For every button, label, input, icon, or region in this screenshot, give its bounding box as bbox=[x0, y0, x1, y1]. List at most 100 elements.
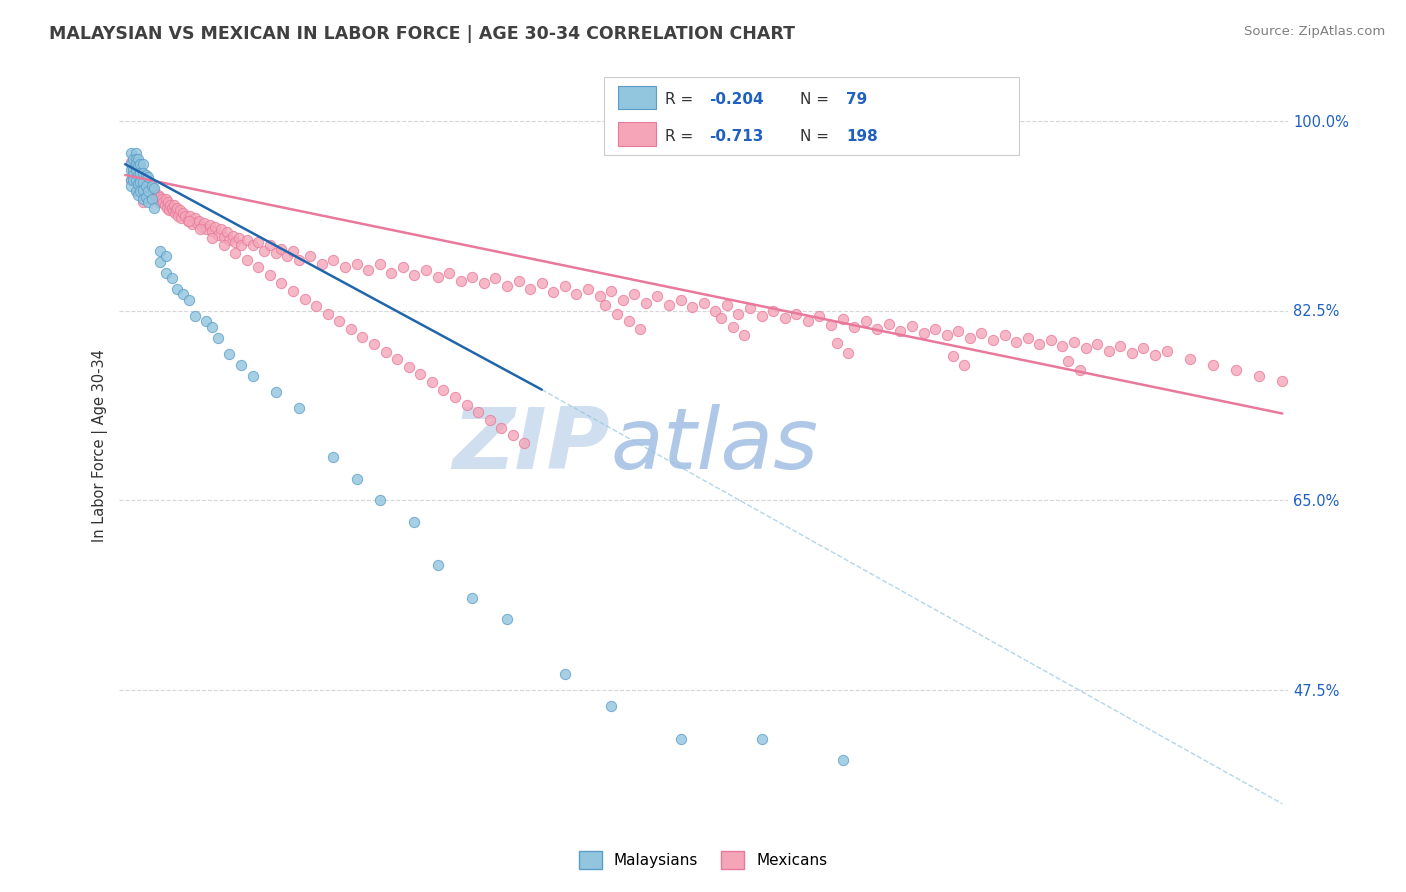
Point bbox=[120, 162, 142, 177]
Point bbox=[141, 178, 163, 193]
FancyBboxPatch shape bbox=[619, 122, 655, 146]
Point bbox=[1132, 342, 1154, 356]
Point bbox=[508, 274, 530, 288]
Point bbox=[143, 184, 166, 198]
Point bbox=[212, 238, 235, 252]
Point bbox=[461, 269, 484, 284]
Point bbox=[721, 319, 744, 334]
Point bbox=[264, 246, 287, 260]
Text: atlas: atlas bbox=[610, 404, 818, 488]
Point bbox=[496, 278, 519, 293]
Point bbox=[426, 269, 449, 284]
Point bbox=[1069, 363, 1091, 377]
Point bbox=[797, 314, 820, 328]
Y-axis label: In Labor Force | Age 30-34: In Labor Force | Age 30-34 bbox=[93, 350, 108, 542]
Legend: Malaysians, Mexicans: Malaysians, Mexicans bbox=[572, 845, 834, 875]
Point bbox=[143, 201, 166, 215]
Point bbox=[193, 216, 215, 230]
Point bbox=[276, 249, 298, 263]
Point bbox=[478, 413, 501, 427]
Point bbox=[229, 358, 252, 372]
Point bbox=[129, 174, 152, 188]
Point bbox=[218, 233, 240, 247]
Point bbox=[844, 319, 866, 334]
Point bbox=[172, 287, 194, 301]
Point bbox=[316, 307, 339, 321]
Point bbox=[177, 293, 200, 307]
Point bbox=[941, 349, 963, 363]
Point bbox=[704, 303, 727, 318]
Text: R =: R = bbox=[665, 129, 699, 144]
Point bbox=[183, 211, 205, 226]
Point bbox=[131, 166, 153, 180]
Text: 79: 79 bbox=[846, 92, 868, 107]
Point bbox=[131, 183, 153, 197]
Point bbox=[669, 731, 692, 746]
Point bbox=[135, 168, 157, 182]
Point bbox=[124, 159, 146, 173]
Point bbox=[242, 368, 264, 383]
Point bbox=[142, 186, 165, 201]
Point bbox=[1249, 368, 1271, 383]
Point bbox=[519, 282, 541, 296]
Point bbox=[1028, 337, 1050, 351]
Point bbox=[204, 220, 226, 235]
Point bbox=[253, 244, 276, 258]
Point bbox=[124, 168, 146, 182]
Point bbox=[135, 178, 157, 193]
Point bbox=[404, 515, 426, 529]
Point bbox=[174, 209, 197, 223]
Point bbox=[138, 184, 160, 198]
Point bbox=[606, 307, 628, 321]
Point bbox=[716, 298, 738, 312]
Text: R =: R = bbox=[665, 92, 699, 107]
Point bbox=[131, 170, 153, 185]
Point bbox=[496, 612, 519, 626]
Point bbox=[565, 287, 588, 301]
Point bbox=[129, 184, 152, 198]
Point bbox=[281, 284, 304, 298]
Point bbox=[215, 226, 238, 240]
Point bbox=[141, 192, 163, 206]
Point bbox=[693, 296, 716, 310]
Point bbox=[201, 231, 224, 245]
Point bbox=[169, 202, 191, 217]
Point bbox=[170, 211, 193, 226]
Point bbox=[357, 263, 380, 277]
Point bbox=[1005, 334, 1028, 349]
Point bbox=[398, 359, 420, 374]
Point bbox=[131, 195, 153, 210]
Point bbox=[131, 172, 153, 186]
Point bbox=[751, 309, 773, 323]
Point bbox=[328, 314, 350, 328]
Point bbox=[120, 178, 142, 193]
Point bbox=[259, 268, 281, 282]
Point bbox=[912, 326, 935, 341]
Point bbox=[484, 271, 506, 285]
Point bbox=[322, 252, 344, 267]
Point bbox=[166, 282, 188, 296]
Point bbox=[948, 324, 970, 338]
Point bbox=[710, 311, 733, 326]
Point bbox=[866, 322, 889, 336]
Point bbox=[264, 384, 287, 399]
Point bbox=[647, 289, 669, 303]
Point bbox=[392, 260, 415, 274]
Point bbox=[1098, 343, 1121, 358]
Point bbox=[212, 229, 235, 244]
Point bbox=[229, 238, 252, 252]
Point bbox=[167, 209, 190, 223]
Point bbox=[120, 146, 142, 161]
Point bbox=[153, 198, 176, 212]
Point bbox=[1178, 352, 1201, 367]
Point bbox=[138, 195, 160, 210]
Point bbox=[472, 277, 495, 291]
Point bbox=[409, 368, 432, 382]
FancyBboxPatch shape bbox=[619, 86, 655, 109]
Point bbox=[195, 222, 218, 236]
Point bbox=[1109, 339, 1132, 353]
Point bbox=[461, 591, 484, 605]
Point bbox=[491, 420, 513, 434]
Point bbox=[209, 222, 232, 236]
Point bbox=[959, 330, 981, 344]
